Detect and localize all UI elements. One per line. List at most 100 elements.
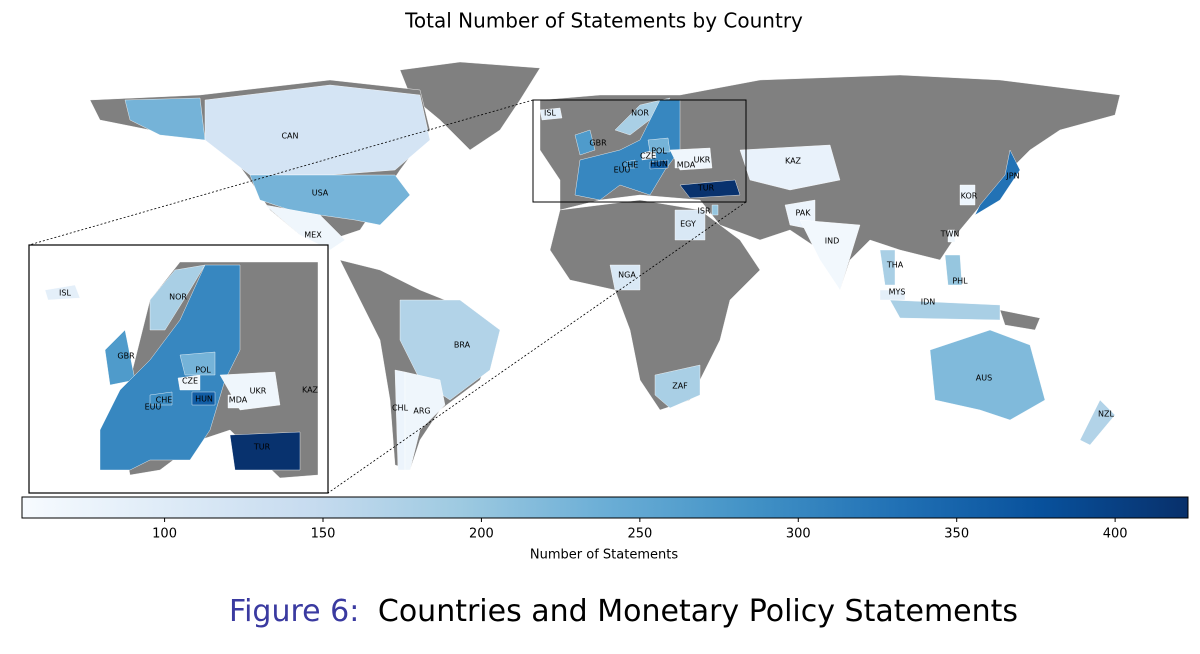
country bbox=[249, 174, 411, 226]
country-label: IDN bbox=[921, 298, 936, 307]
country-label: KAZ bbox=[302, 386, 319, 395]
country bbox=[219, 371, 281, 411]
country-label: POL bbox=[651, 147, 667, 156]
country bbox=[539, 107, 563, 121]
country-label: NOR bbox=[631, 109, 649, 118]
country-label: BRA bbox=[454, 341, 471, 350]
country-label: MDA bbox=[229, 396, 248, 405]
country bbox=[574, 99, 681, 201]
country-label: ISR bbox=[698, 207, 711, 216]
country bbox=[944, 254, 963, 286]
country-label: PHL bbox=[952, 277, 968, 286]
country bbox=[649, 159, 669, 170]
country bbox=[624, 159, 636, 169]
country bbox=[947, 229, 956, 243]
country bbox=[674, 209, 706, 241]
colorbar-tick-label: 300 bbox=[786, 527, 811, 542]
country bbox=[191, 391, 216, 406]
country bbox=[124, 97, 206, 141]
country-label: MDA bbox=[677, 161, 696, 170]
country-label: HUN bbox=[195, 395, 213, 404]
country bbox=[974, 149, 1021, 216]
country-label: HUN bbox=[650, 160, 668, 169]
country-label: EGY bbox=[680, 220, 696, 229]
country-label: ISL bbox=[544, 109, 556, 118]
country-label: TWN bbox=[940, 230, 960, 239]
country-label: IND bbox=[825, 237, 840, 246]
country-label: AUS bbox=[976, 374, 992, 383]
country-label: GBR bbox=[589, 139, 607, 148]
country bbox=[179, 351, 216, 376]
country-label: TUR bbox=[697, 184, 715, 193]
country bbox=[1079, 399, 1116, 446]
country bbox=[399, 299, 501, 401]
country-label: UKR bbox=[694, 156, 711, 165]
country bbox=[149, 391, 173, 406]
country bbox=[879, 289, 906, 301]
country bbox=[889, 299, 1001, 321]
land bbox=[549, 199, 761, 411]
country-label: CZE bbox=[182, 377, 198, 386]
country bbox=[574, 129, 596, 156]
country bbox=[647, 137, 671, 153]
country bbox=[609, 264, 641, 291]
country-label: ISL bbox=[59, 289, 71, 298]
country-label: KOR bbox=[961, 192, 978, 201]
country bbox=[929, 329, 1046, 421]
country-label: POL bbox=[195, 366, 211, 375]
country bbox=[739, 144, 841, 191]
caption-label: Figure 6: bbox=[229, 594, 359, 629]
country-label: NGA bbox=[618, 271, 636, 280]
country-label: UKR bbox=[250, 387, 267, 396]
colorbar-tick-label: 350 bbox=[944, 527, 969, 542]
country bbox=[149, 264, 206, 331]
country-label: CAN bbox=[281, 132, 298, 141]
map-title: Total Number of Statements by Country bbox=[404, 9, 803, 33]
country-label: CZE bbox=[640, 152, 656, 161]
country-label: CHL bbox=[392, 404, 409, 413]
colorbar-ticks: 100 150 200 250 300 350 400 bbox=[152, 518, 1128, 542]
country-label: EUU bbox=[145, 403, 162, 412]
zoom-line bbox=[327, 201, 747, 494]
zoom-box bbox=[532, 99, 747, 203]
caption-text: Countries and Monetary Policy Statements bbox=[378, 594, 1018, 629]
country bbox=[959, 184, 976, 206]
country-label: CHE bbox=[622, 161, 639, 170]
colorbar bbox=[21, 496, 1189, 519]
country-label: USA bbox=[312, 189, 329, 198]
country bbox=[99, 264, 241, 471]
country-label: NZL bbox=[1098, 410, 1114, 419]
zoom-line bbox=[28, 99, 534, 246]
country-label: MEX bbox=[304, 231, 322, 240]
colorbar-tick-label: 150 bbox=[311, 527, 336, 542]
country-label: KAZ bbox=[785, 157, 802, 166]
inset-frame bbox=[28, 244, 329, 494]
country-label: THA bbox=[886, 261, 904, 270]
colorbar-tick-label: 400 bbox=[1103, 527, 1128, 542]
country bbox=[654, 364, 701, 409]
country-label: JPN bbox=[1005, 172, 1019, 181]
country bbox=[177, 374, 201, 391]
country bbox=[799, 219, 861, 291]
country bbox=[711, 204, 719, 216]
country-label: ARG bbox=[413, 407, 430, 416]
country-label: NOR bbox=[169, 293, 187, 302]
country-label: PAK bbox=[795, 209, 811, 218]
country bbox=[404, 371, 446, 471]
colorbar-label: Number of Statements bbox=[530, 548, 678, 563]
country-label: CHE bbox=[156, 396, 173, 405]
country bbox=[204, 84, 431, 176]
country bbox=[879, 249, 896, 286]
country bbox=[669, 147, 713, 171]
country-label: GBR bbox=[117, 352, 135, 361]
colorbar-tick-label: 100 bbox=[152, 527, 177, 542]
country-label: MYS bbox=[889, 288, 906, 297]
country-label: TUR bbox=[253, 443, 271, 452]
caption: Figure 6: Countries and Monetary Policy … bbox=[229, 594, 1018, 629]
land bbox=[539, 74, 1121, 291]
colorbar-tick-label: 250 bbox=[627, 527, 652, 542]
country bbox=[264, 204, 346, 251]
